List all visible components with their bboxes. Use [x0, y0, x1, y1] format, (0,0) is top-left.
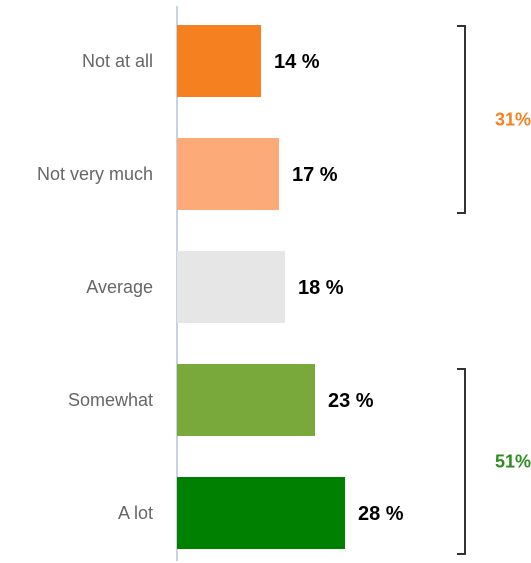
value-label: 17 % [292, 164, 338, 186]
bar [177, 25, 261, 97]
group-bracket-positive [457, 368, 466, 555]
bar [177, 364, 315, 436]
bar [177, 477, 345, 549]
value-label: 18 % [298, 277, 344, 299]
group-label-positive: 51% [495, 452, 531, 472]
group-bracket-negative [457, 25, 466, 214]
value-label: 28 % [358, 503, 404, 525]
category-label: Somewhat [68, 390, 153, 410]
category-label: Average [86, 277, 153, 297]
category-label: Not very much [37, 164, 153, 184]
bar [177, 251, 285, 323]
value-label: 14 % [274, 51, 320, 73]
bar [177, 138, 279, 210]
category-label: Not at all [82, 51, 153, 71]
group-label-negative: 31% [495, 110, 531, 130]
value-label: 23 % [328, 390, 374, 412]
category-label: A lot [118, 503, 153, 523]
